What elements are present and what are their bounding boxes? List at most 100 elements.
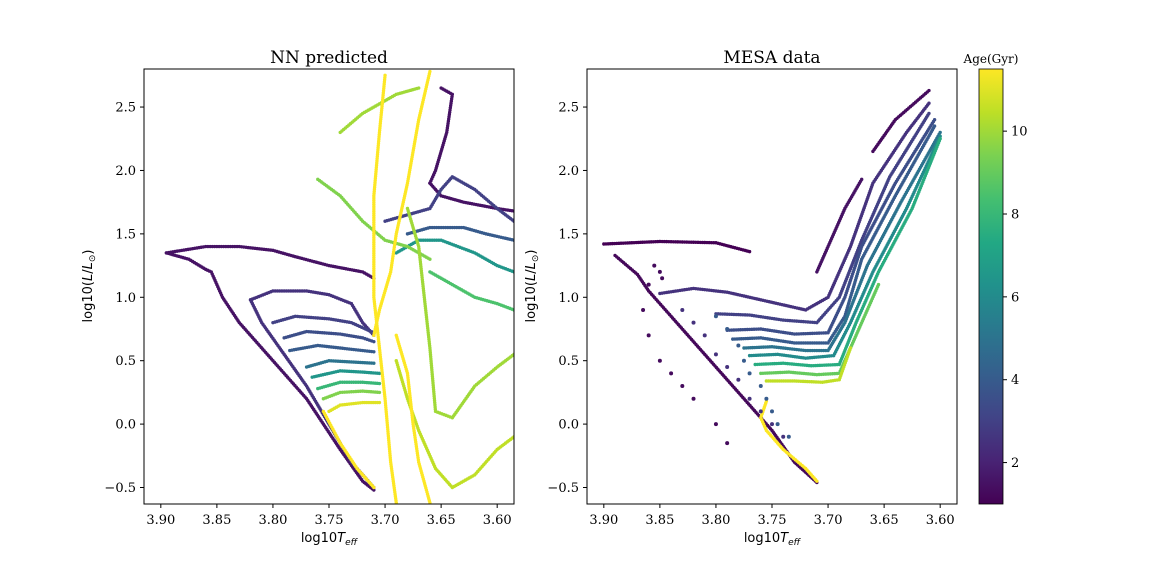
right-scatter-point (725, 365, 730, 370)
left-series-11 (327, 400, 382, 414)
right-data-point (848, 346, 853, 350)
left-data-point (377, 390, 382, 395)
right-scatter-point (770, 409, 774, 414)
right-data-point (938, 134, 942, 138)
left-y-tick-label: −0.5 (104, 481, 136, 496)
left-data-point (428, 501, 432, 504)
right-data-point (876, 282, 881, 287)
left-x-tick-label: 3.75 (315, 513, 344, 528)
right-scatter-group-1 (680, 307, 786, 439)
left-series-0 (164, 244, 376, 280)
left-series-16 (405, 225, 514, 242)
left-series-21 (405, 206, 514, 420)
right-x-tick-label: 3.85 (645, 513, 674, 528)
left-y-tick-label: 1.0 (115, 291, 136, 306)
left-y-tick-label: 1.5 (115, 227, 136, 242)
colorbar-tick-label: 10 (1011, 125, 1028, 140)
right-scatter-point (725, 326, 730, 331)
left-data-point (372, 333, 376, 338)
right-y-tick-label: −0.5 (547, 481, 579, 496)
left-series-14 (428, 181, 514, 213)
left-data-point (372, 488, 376, 492)
panel-nn-predicted: NN predicted 3.90 3.85 3.80 3.75 3.70 3.65 3.6… (81, 48, 515, 548)
colorbar-tick-label: 4 (1011, 373, 1019, 388)
right-scatter-group-0 (641, 263, 730, 446)
left-data-point (428, 257, 432, 261)
right-scatter-point (741, 358, 746, 363)
right-scatter-point (713, 352, 718, 357)
right-scatter-point (747, 396, 752, 401)
left-y-tick-label: 0.5 (115, 354, 136, 369)
right-series-10 (753, 137, 942, 368)
colorbar-tick-label: 6 (1011, 290, 1019, 305)
right-y-tick-label: 2.0 (558, 164, 579, 179)
left-series-25 (394, 333, 432, 504)
left-y-tick-label: 2.5 (115, 101, 136, 116)
right-y-tick-label: 0.5 (558, 354, 579, 369)
left-series-12 (321, 409, 376, 490)
right-x-tick-label: 3.70 (814, 513, 843, 528)
left-data-point (377, 400, 382, 405)
colorbar-tick-label: 8 (1011, 208, 1019, 223)
right-scatter-point (758, 409, 763, 414)
left-data-point (417, 86, 421, 90)
colorbar: Age(Gyr) 2 4 6 8 10 (963, 52, 1028, 505)
left-x-tick-label: 3.60 (483, 513, 512, 528)
right-series-0 (602, 239, 752, 254)
left-series-20 (338, 86, 421, 135)
colorbar-ticks: 2 4 6 8 10 (1003, 125, 1028, 471)
left-series-6 (288, 343, 376, 354)
right-data-point (815, 479, 819, 483)
left-series-8 (310, 369, 382, 379)
right-scatter-point (680, 384, 685, 389)
right-series-layer (602, 88, 942, 485)
right-scatter-point (669, 371, 674, 376)
left-series-13 (428, 86, 455, 185)
left-y-tick-label: 2.0 (115, 164, 136, 179)
right-scatter-point (657, 269, 662, 274)
right-scatter-point (652, 263, 657, 268)
right-scatter-point (660, 276, 665, 281)
right-y-axis: −0.5 0.0 0.5 1.0 1.5 2.0 2.5 (547, 101, 587, 496)
left-data-point (394, 501, 398, 504)
right-scatter-point (691, 396, 696, 401)
left-x-tick-label: 3.90 (146, 513, 175, 528)
right-scatter-point (713, 422, 718, 427)
colorbar-gradient (978, 68, 1004, 505)
right-x-tick-label: 3.60 (926, 513, 955, 528)
right-panel-title: MESA data (723, 48, 820, 68)
right-series-6 (725, 118, 937, 336)
right-series-7 (731, 124, 937, 345)
right-data-point (932, 124, 937, 128)
left-panel-title: NN predicted (270, 48, 388, 68)
right-series-8 (742, 130, 942, 353)
right-scatter-point (725, 441, 730, 446)
left-x-axis: 3.90 3.85 3.80 3.75 3.70 3.65 3.60 (146, 504, 512, 528)
right-series-5 (714, 111, 931, 325)
left-data-point (372, 485, 376, 490)
right-scatter-point (770, 422, 774, 427)
right-scatter-point (680, 307, 685, 312)
right-x-axis: 3.90 3.85 3.80 3.75 3.70 3.65 3.60 (589, 504, 955, 528)
left-series-5 (282, 329, 376, 344)
right-scatter-point (747, 371, 752, 376)
left-series-7 (304, 358, 376, 369)
right-data-point (927, 88, 931, 93)
right-scatter-point (691, 320, 696, 325)
left-y-tick-label: 0.0 (115, 418, 136, 433)
right-scatter-group-2 (713, 314, 791, 439)
right-scatter-point (736, 343, 741, 348)
right-scatter-point (713, 314, 718, 319)
left-data-point (377, 381, 382, 386)
right-y-axis-label: log10(L/L⊙) (524, 250, 541, 323)
right-x-tick-label: 3.90 (589, 513, 618, 528)
right-series-4 (658, 101, 931, 312)
left-y-axis-label: log10(L/L⊙) (81, 250, 98, 323)
left-data-point (372, 350, 376, 354)
left-x-tick-label: 3.80 (258, 513, 287, 528)
colorbar-label: Age(Gyr) (963, 52, 1019, 66)
right-series-2 (815, 177, 864, 274)
right-data-point (938, 130, 942, 135)
right-scatter-point (736, 377, 741, 382)
